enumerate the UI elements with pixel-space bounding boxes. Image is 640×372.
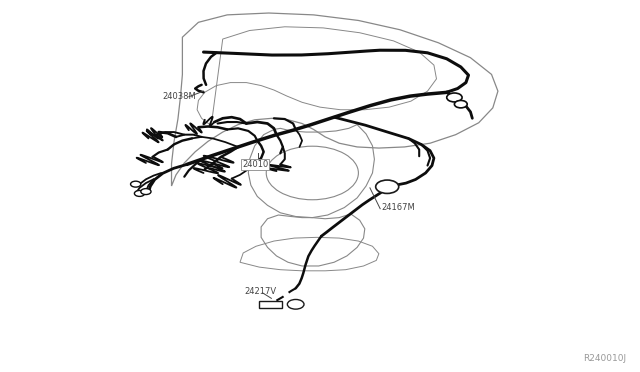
Text: 24167M: 24167M — [381, 203, 415, 212]
Circle shape — [376, 180, 399, 193]
Text: 24038M: 24038M — [162, 92, 196, 100]
Text: 24217V: 24217V — [244, 287, 276, 296]
Text: 24010: 24010 — [242, 160, 268, 169]
Circle shape — [447, 93, 462, 102]
Circle shape — [134, 190, 145, 196]
Text: R240010J: R240010J — [583, 354, 626, 363]
FancyBboxPatch shape — [259, 301, 282, 308]
Circle shape — [287, 299, 304, 309]
Circle shape — [141, 189, 151, 195]
Circle shape — [131, 181, 141, 187]
Circle shape — [454, 100, 467, 108]
